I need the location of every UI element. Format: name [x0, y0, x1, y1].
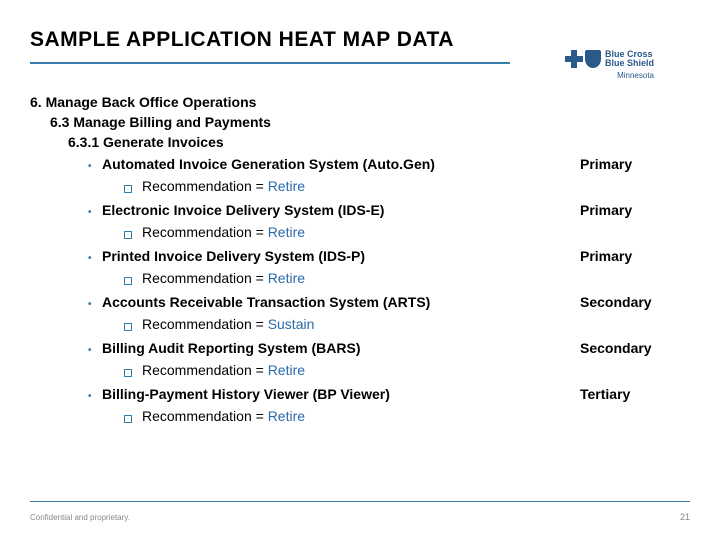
title-underline	[30, 62, 510, 64]
system-item: •Billing Audit Reporting System (BARS)Se…	[88, 340, 690, 358]
cross-icon	[565, 50, 583, 68]
recommendation-row: Recommendation = Sustain	[124, 316, 690, 332]
logo-text-2: Blue Shield	[605, 59, 654, 68]
footer-text: Confidential and proprietary.	[30, 513, 130, 522]
system-name: Automated Invoice Generation System (Aut…	[102, 156, 580, 172]
priority-label: Primary	[580, 156, 690, 172]
system-name: Electronic Invoice Delivery System (IDS-…	[102, 202, 580, 218]
system-name: Billing-Payment History Viewer (BP Viewe…	[102, 386, 580, 402]
recommendation-row: Recommendation = Retire	[124, 224, 690, 240]
recommendation-row: Recommendation = Retire	[124, 178, 690, 194]
logo-text-sub: Minnesota	[605, 72, 654, 80]
bullet-icon: •	[88, 344, 102, 358]
system-item: •Billing-Payment History Viewer (BP View…	[88, 386, 690, 404]
footer: Confidential and proprietary. 21	[30, 501, 690, 522]
brand-logo: Blue Cross Blue Shield Minnesota	[565, 50, 700, 90]
priority-label: Secondary	[580, 294, 690, 310]
heading-level-2: 6.3 Manage Billing and Payments	[50, 114, 690, 130]
system-item: •Accounts Receivable Transaction System …	[88, 294, 690, 312]
heading-level-3: 6.3.1 Generate Invoices	[68, 134, 690, 150]
system-name: Accounts Receivable Transaction System (…	[102, 294, 580, 310]
square-bullet-icon	[124, 231, 132, 239]
square-bullet-icon	[124, 185, 132, 193]
recommendation-text: Recommendation = Retire	[142, 408, 305, 424]
recommendation-text: Recommendation = Sustain	[142, 316, 314, 332]
system-item: •Automated Invoice Generation System (Au…	[88, 156, 690, 174]
square-bullet-icon	[124, 415, 132, 423]
square-bullet-icon	[124, 277, 132, 285]
system-item: •Electronic Invoice Delivery System (IDS…	[88, 202, 690, 220]
page-number: 21	[680, 512, 690, 522]
priority-label: Primary	[580, 202, 690, 218]
bullet-icon: •	[88, 252, 102, 266]
content-body: 6. Manage Back Office Operations 6.3 Man…	[30, 94, 690, 424]
bullet-icon: •	[88, 160, 102, 174]
priority-label: Primary	[580, 248, 690, 264]
recommendation-row: Recommendation = Retire	[124, 270, 690, 286]
recommendation-text: Recommendation = Retire	[142, 224, 305, 240]
square-bullet-icon	[124, 369, 132, 377]
recommendation-text: Recommendation = Retire	[142, 270, 305, 286]
bullet-icon: •	[88, 298, 102, 312]
recommendation-text: Recommendation = Retire	[142, 178, 305, 194]
bullet-icon: •	[88, 390, 102, 404]
recommendation-row: Recommendation = Retire	[124, 362, 690, 378]
page-title: SAMPLE APPLICATION HEAT MAP DATA	[30, 28, 690, 52]
square-bullet-icon	[124, 323, 132, 331]
recommendation-row: Recommendation = Retire	[124, 408, 690, 424]
system-name: Printed Invoice Delivery System (IDS-P)	[102, 248, 580, 264]
bullet-icon: •	[88, 206, 102, 220]
system-item: •Printed Invoice Delivery System (IDS-P)…	[88, 248, 690, 266]
shield-icon	[585, 50, 601, 68]
footer-divider	[30, 501, 690, 502]
system-name: Billing Audit Reporting System (BARS)	[102, 340, 580, 356]
heading-level-1: 6. Manage Back Office Operations	[30, 94, 690, 110]
priority-label: Tertiary	[580, 386, 690, 402]
recommendation-text: Recommendation = Retire	[142, 362, 305, 378]
priority-label: Secondary	[580, 340, 690, 356]
